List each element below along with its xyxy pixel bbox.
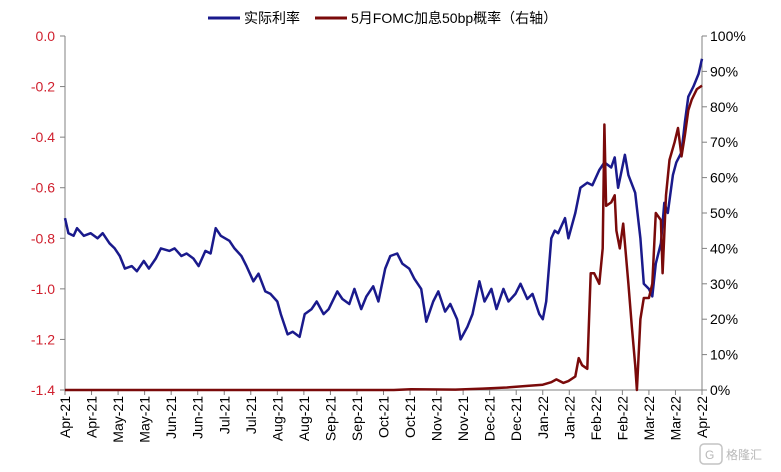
x-tick-label: Jun-21 xyxy=(190,396,206,439)
x-tick-label: Mar-22 xyxy=(667,396,683,441)
y-left-tick-label: -1.0 xyxy=(31,281,55,297)
x-tick-label: Dec-21 xyxy=(508,396,524,441)
watermark-icon-glyph: G xyxy=(705,448,714,462)
x-tick-label: Jan-22 xyxy=(561,396,577,439)
watermark-logo: G 格隆汇 xyxy=(699,443,762,465)
y-left-tick-label: -1.2 xyxy=(31,331,55,347)
x-tick-label: Oct-21 xyxy=(402,396,418,438)
y-left-tick-label: -0.6 xyxy=(31,180,55,196)
x-tick-label: Mar-22 xyxy=(641,396,657,441)
x-tick-label: Sep-21 xyxy=(349,396,365,441)
y-right-tick-label: 0% xyxy=(710,382,730,398)
chart-legend: 实际利率 5月FOMC加息50bp概率（右轴） xyxy=(208,10,557,26)
y-right-tick-label: 70% xyxy=(710,134,738,150)
x-tick-label: Apr-22 xyxy=(694,396,710,438)
y-left-tick-label: -1.4 xyxy=(31,382,55,398)
y-right-tick-label: 40% xyxy=(710,240,738,256)
y-left-tick-label: -0.8 xyxy=(31,230,55,246)
x-tick-label: Apr-21 xyxy=(84,396,100,438)
x-tick-label: Aug-21 xyxy=(296,396,312,441)
watermark-icon xyxy=(699,443,723,465)
series-line-real-rate xyxy=(63,58,704,341)
y-left-tick-label: 0.0 xyxy=(36,28,56,44)
y-right-tick-label: 20% xyxy=(710,311,738,327)
watermark-text: 格隆汇 xyxy=(726,447,762,462)
x-tick-label: Apr-21 xyxy=(57,396,73,438)
y-left-tick-label: -0.4 xyxy=(31,129,55,145)
y-right-tick-label: 100% xyxy=(710,28,746,44)
x-tick-label: May-21 xyxy=(137,396,153,443)
y-left-tick-label: -0.2 xyxy=(31,79,55,95)
x-tick-label: Nov-21 xyxy=(455,396,471,441)
y-right-tick-label: 10% xyxy=(710,347,738,363)
legend-label-real-rate: 实际利率 xyxy=(244,10,300,26)
x-tick-label: Nov-21 xyxy=(429,396,445,441)
x-tick-label: Oct-21 xyxy=(376,396,392,438)
legend-label-fomc-probability: 5月FOMC加息50bp概率（右轴） xyxy=(351,10,557,26)
y-right-tick-label: 50% xyxy=(710,205,738,221)
x-tick-label: Jan-22 xyxy=(535,396,551,439)
x-tick-label: Dec-21 xyxy=(482,396,498,441)
x-tick-label: Jun-21 xyxy=(163,396,179,439)
series-line-fomc-probability xyxy=(65,84,703,392)
x-tick-label: Sep-21 xyxy=(322,396,338,441)
x-tick-label: Aug-21 xyxy=(269,396,285,441)
y-right-tick-label: 90% xyxy=(710,63,738,79)
x-tick-label: Jul-21 xyxy=(216,396,232,434)
y-right-tick-label: 60% xyxy=(710,170,738,186)
x-tick-label: Jul-21 xyxy=(243,396,259,434)
y-right-tick-label: 80% xyxy=(710,99,738,115)
y-right-tick-label: 30% xyxy=(710,276,738,292)
x-tick-label: May-21 xyxy=(110,396,126,443)
x-tick-label: Feb-22 xyxy=(588,396,604,441)
plot-area: 0.0 -0.2 -0.4 -0.6 -0.8 -1.0 -1.2 -1.4 100% 90% 80… xyxy=(31,28,746,443)
x-tick-label: Feb-22 xyxy=(614,396,630,441)
